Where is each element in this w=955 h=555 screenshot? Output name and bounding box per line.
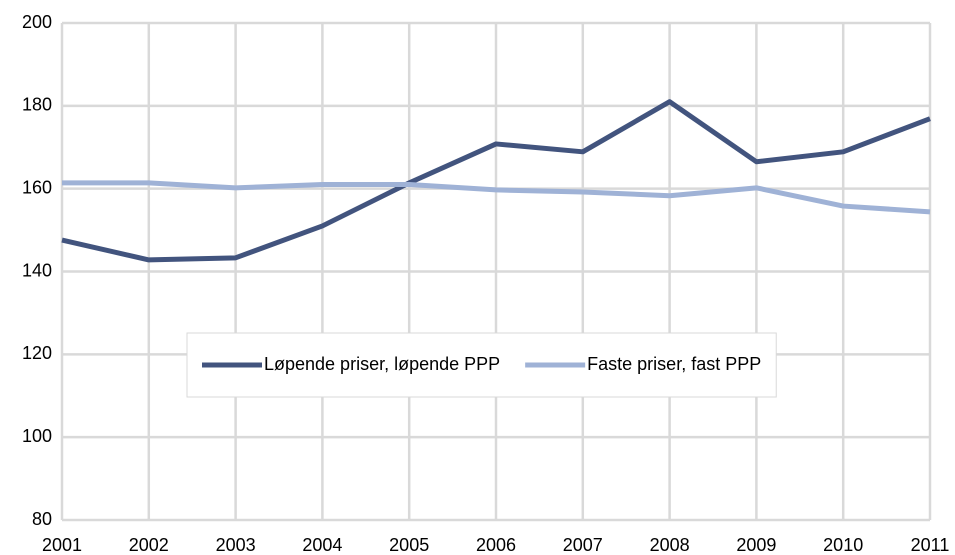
legend-box xyxy=(186,332,777,398)
x-tick-label: 2005 xyxy=(389,535,429,555)
legend-label: Faste priser, fast PPP xyxy=(587,354,761,374)
y-tick-label: 140 xyxy=(22,260,52,280)
y-tick-label: 120 xyxy=(22,343,52,363)
x-tick-label: 2009 xyxy=(736,535,776,555)
x-tick-label: 2002 xyxy=(129,535,169,555)
x-tick-label: 2001 xyxy=(42,535,82,555)
series-line xyxy=(62,180,931,215)
x-tick-label: 2003 xyxy=(216,535,256,555)
x-tick-label: 2004 xyxy=(302,535,342,555)
series-line xyxy=(61,99,931,263)
y-tick-label: 200 xyxy=(22,12,52,32)
y-tick-label: 100 xyxy=(22,426,52,446)
legend: Løpende priser, løpende PPP Faste priser,… xyxy=(186,332,777,398)
x-tick-label: 2008 xyxy=(650,535,690,555)
x-tick-label: 2006 xyxy=(476,535,516,555)
x-tick-label: 2007 xyxy=(563,535,603,555)
legend-label: Løpende priser, løpende PPP xyxy=(264,354,500,374)
y-tick-label: 160 xyxy=(22,177,52,197)
y-tick-label: 180 xyxy=(22,95,52,115)
y-tick-label: 80 xyxy=(32,509,52,529)
x-tick-label: 2011 xyxy=(911,535,950,555)
x-tick-label: 2010 xyxy=(823,535,863,555)
